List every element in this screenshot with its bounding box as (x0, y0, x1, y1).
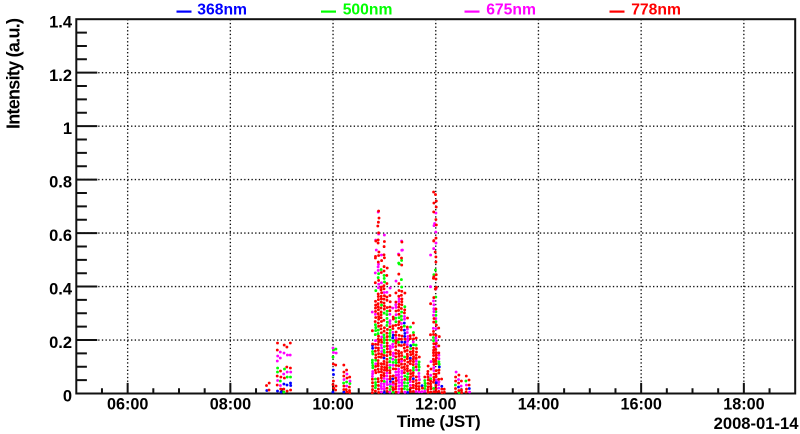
svg-text:675nm: 675nm (486, 2, 536, 19)
svg-text:08:00: 08:00 (210, 396, 251, 414)
svg-text:06:00: 06:00 (107, 396, 148, 414)
svg-text:1: 1 (63, 120, 72, 138)
svg-text:0.2: 0.2 (49, 334, 72, 352)
svg-text:18:00: 18:00 (723, 396, 764, 414)
svg-text:0.8: 0.8 (49, 174, 72, 192)
svg-text:10:00: 10:00 (312, 396, 353, 414)
svg-text:0: 0 (63, 388, 72, 406)
svg-text:12:00: 12:00 (415, 396, 456, 414)
svg-text:1.4: 1.4 (49, 13, 73, 31)
svg-text:368nm: 368nm (197, 2, 247, 19)
svg-text:Intensity (a.u.): Intensity (a.u.) (4, 18, 24, 129)
svg-text:1.2: 1.2 (49, 67, 72, 85)
svg-text:2008-01-14: 2008-01-14 (714, 414, 800, 433)
svg-text:16:00: 16:00 (620, 396, 661, 414)
svg-text:778nm: 778nm (631, 2, 681, 19)
svg-text:0.6: 0.6 (49, 227, 72, 245)
svg-text:14:00: 14:00 (518, 396, 559, 414)
svg-text:500nm: 500nm (343, 2, 393, 19)
svg-text:Time (JST): Time (JST) (397, 412, 481, 431)
svg-text:0.4: 0.4 (49, 281, 73, 299)
